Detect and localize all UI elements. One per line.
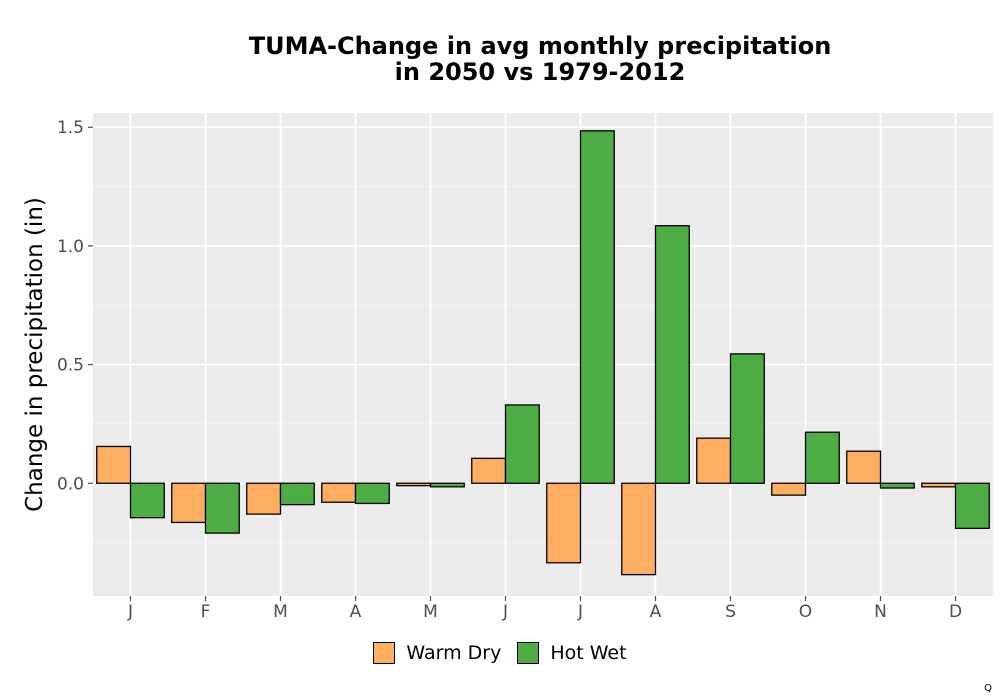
legend: Warm Dry Hot Wet: [0, 642, 1000, 664]
bar-warm-dry-f-1: [171, 482, 207, 524]
bar-warm-dry-j-5: [471, 457, 507, 484]
bar-hot-wet-a-7: [654, 225, 690, 484]
chart-title-line-2: in 2050 vs 1979-2012: [394, 58, 686, 86]
bar-hot-wet-n-10: [879, 482, 915, 489]
bar-hot-wet-m-4: [429, 482, 465, 488]
chart-title-line-1: TUMA-Change in avg monthly precipitation: [248, 32, 832, 60]
bar-warm-dry-n-10: [846, 450, 882, 484]
x-tick-label: S: [725, 602, 736, 622]
x-tick-label: J: [577, 602, 583, 622]
legend-item-warm-dry: Warm Dry: [373, 642, 501, 664]
x-tick-label: A: [350, 602, 362, 622]
x-tick-label: D: [949, 602, 962, 622]
bar-warm-dry-s-8: [696, 437, 732, 484]
y-tick-label: 1.5: [57, 118, 84, 138]
x-tick-label: J: [127, 602, 133, 622]
x-tick-label: F: [201, 602, 211, 622]
bar-hot-wet-o-9: [804, 431, 840, 484]
legend-swatch-warm-dry: [373, 642, 396, 664]
bar-hot-wet-s-8: [729, 353, 765, 484]
bar-hot-wet-m-2: [279, 482, 315, 506]
bar-hot-wet-d-11: [954, 482, 990, 530]
x-tick-label: N: [874, 602, 887, 622]
legend-swatch-hot-wet: [517, 642, 540, 664]
y-tick-label: 0.0: [57, 474, 84, 494]
legend-label-warm-dry: Warm Dry: [406, 642, 502, 664]
bar-warm-dry-d-11: [921, 482, 957, 488]
y-tick-label: 0.5: [57, 356, 84, 376]
x-tick-label: A: [650, 602, 662, 622]
x-tick-label: M: [423, 602, 438, 622]
y-axis-label: Change in precipitation (in): [22, 197, 48, 512]
x-tick-label: J: [502, 602, 508, 622]
bar-hot-wet-j-5: [504, 404, 540, 484]
bar-hot-wet-f-1: [204, 482, 240, 534]
bar-warm-dry-j-0: [96, 445, 132, 484]
corner-mark: Q: [984, 683, 992, 694]
bar-warm-dry-m-2: [246, 482, 282, 515]
bar-warm-dry-m-4: [396, 482, 432, 487]
bar-warm-dry-j-6: [546, 482, 582, 564]
legend-item-hot-wet: Hot Wet: [517, 642, 627, 664]
bar-warm-dry-a-3: [321, 482, 357, 503]
bar-warm-dry-a-7: [621, 482, 657, 576]
legend-label-hot-wet: Hot Wet: [550, 642, 627, 664]
y-tick-label: 1.0: [57, 237, 84, 257]
x-tick-label: O: [799, 602, 812, 622]
bar-hot-wet-a-3: [354, 482, 390, 505]
x-tick-label: M: [273, 602, 288, 622]
plot-panel: [93, 113, 993, 596]
bar-hot-wet-j-0: [129, 482, 165, 519]
bar-hot-wet-j-6: [579, 130, 615, 484]
bar-warm-dry-o-9: [771, 482, 807, 496]
